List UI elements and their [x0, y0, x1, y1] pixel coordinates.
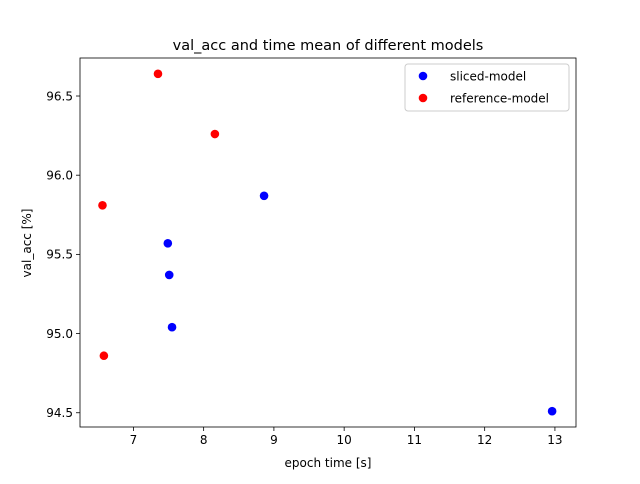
x-tick-label: 13: [547, 433, 562, 447]
x-tick-label: 9: [270, 433, 278, 447]
data-point-sliced-model: [164, 270, 174, 280]
x-tick-label: 8: [200, 433, 208, 447]
y-axis-label: val_acc [%]: [20, 209, 34, 278]
x-tick-label: 10: [337, 433, 352, 447]
y-tick-label: 94.5: [46, 406, 73, 420]
y-tick-label: 95.0: [46, 327, 73, 341]
data-point-sliced-model: [163, 238, 173, 248]
axes-frame: [79, 57, 577, 428]
data-point-sliced-model: [547, 406, 557, 416]
y-tick-label: 96.5: [46, 89, 73, 103]
data-point-sliced-model: [259, 191, 269, 201]
data-point-sliced-model: [167, 322, 177, 332]
data-point-reference-model: [99, 351, 109, 361]
y-tick-label: 96.0: [46, 168, 73, 182]
legend-label-sliced-model: sliced-model: [450, 69, 526, 83]
data-point-reference-model: [98, 200, 107, 210]
legend-label-reference-model: reference-model: [450, 91, 549, 105]
legend-box: [404, 63, 570, 112]
chart-title: val_acc and time mean of different model…: [173, 38, 484, 54]
legend-marker-reference-model: [418, 93, 428, 103]
x-tick-label: 7: [130, 433, 138, 447]
plot-area: 7 8 9 10 11 12 13 94.5 95.0 95.5 96.0 96.5 sliced-mo…: [46, 57, 577, 447]
x-tick-label: 12: [477, 433, 492, 447]
data-point-reference-model: [210, 129, 220, 139]
x-axis-label: epoch time [s]: [285, 456, 372, 470]
legend-marker-sliced-model: [418, 71, 428, 81]
x-tick-label: 11: [407, 433, 422, 447]
data-point-reference-model: [153, 69, 163, 79]
y-tick-label: 95.5: [46, 248, 73, 262]
